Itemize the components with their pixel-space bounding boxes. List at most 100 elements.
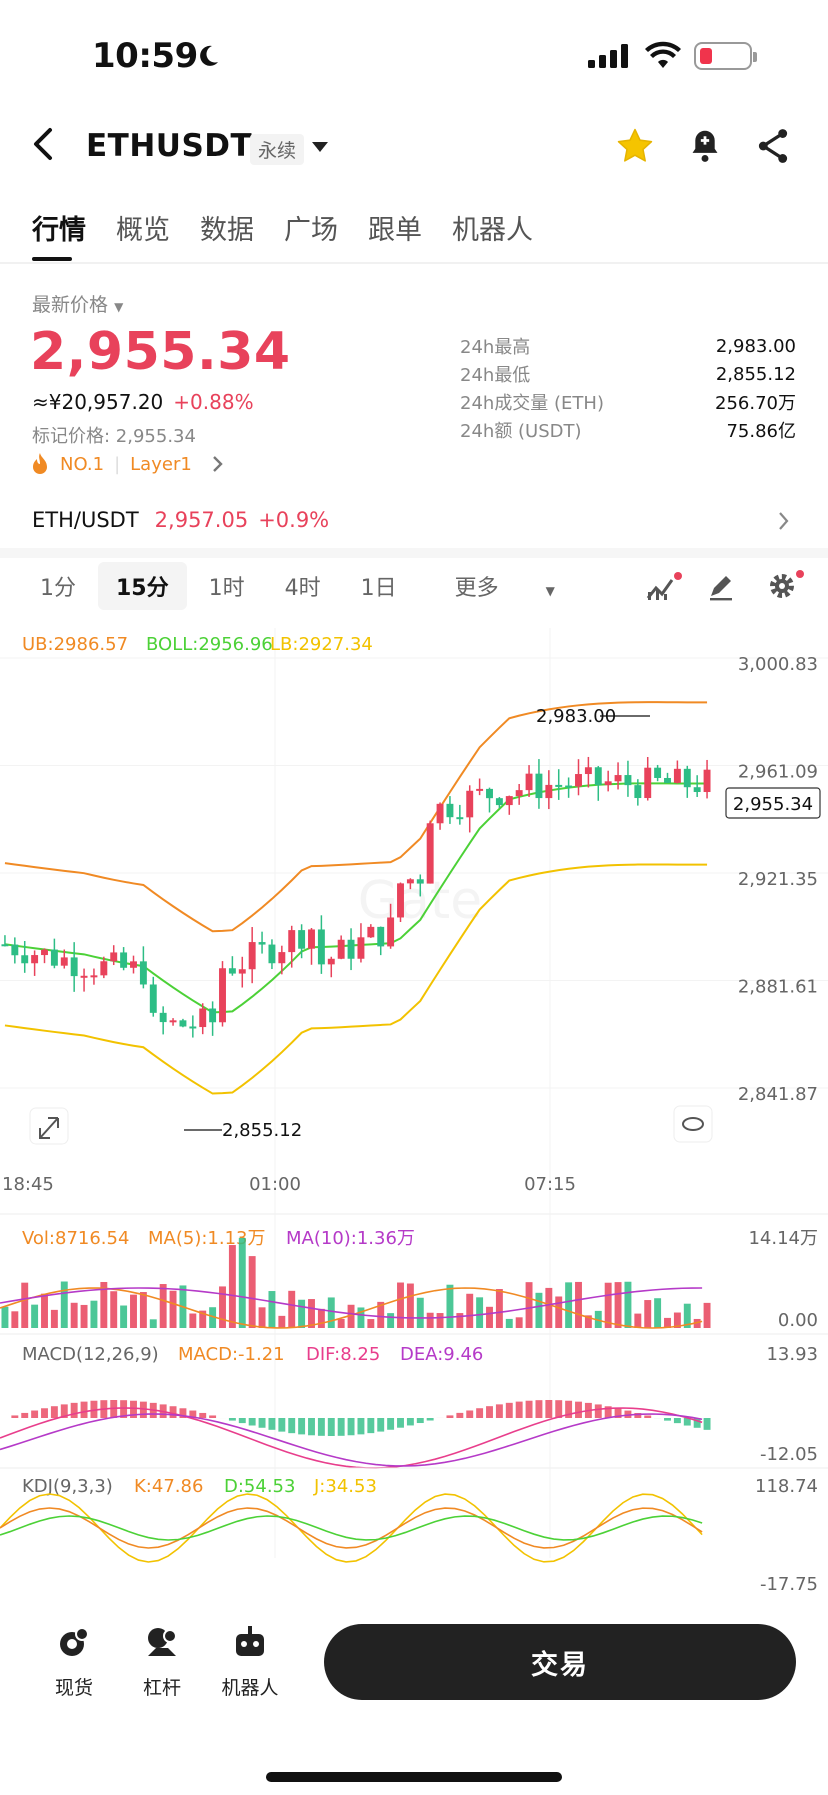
last-price-label[interactable]: 最新价格 ▼ <box>32 290 123 317</box>
nav-bot[interactable]: 机器人 <box>220 1624 280 1700</box>
volume-axis-label: 0.00 <box>778 1310 818 1331</box>
macd-bar <box>238 1418 246 1424</box>
volume-label: MA(10):1.36万 <box>286 1228 415 1249</box>
macd-bar <box>377 1418 385 1432</box>
time-axis-label: 18:45 <box>2 1174 54 1195</box>
candle-body <box>110 952 118 962</box>
macd-bar <box>11 1415 19 1418</box>
volume-bar <box>90 1300 98 1328</box>
boll-mid-line <box>4 782 708 1014</box>
price-axis-label: 2,961.09 <box>738 762 818 783</box>
chart-settings-gear-icon[interactable] <box>766 568 806 602</box>
favorite-star-icon[interactable] <box>616 128 654 164</box>
candle-body <box>1 944 9 947</box>
symbol-dropdown-caret-icon[interactable] <box>312 142 328 152</box>
volume-bar <box>436 1313 444 1328</box>
candle-body <box>683 768 691 788</box>
candle-body <box>130 961 137 968</box>
volume-bar <box>60 1281 68 1328</box>
indicators-icon[interactable] <box>644 570 684 604</box>
spot-change: +0.9% <box>258 508 330 532</box>
candle-body <box>397 883 404 918</box>
macd-label: DEA:9.46 <box>400 1344 483 1365</box>
macd-bar <box>209 1415 217 1418</box>
last-price-label-text: 最新价格 <box>32 294 109 316</box>
tab-square[interactable]: 广场 <box>284 215 338 246</box>
tab-copy-trading[interactable]: 跟单 <box>368 215 422 246</box>
macd-bar <box>476 1408 484 1418</box>
nav-margin[interactable]: 杠杆 <box>138 1624 186 1700</box>
macd-label: DIF:8.25 <box>306 1344 380 1365</box>
candle-body <box>11 944 19 956</box>
candle-body <box>367 926 375 938</box>
macd-bar <box>317 1418 325 1436</box>
volume-bar <box>337 1319 345 1328</box>
candle-body <box>703 769 711 793</box>
macd-dea-line <box>0 1413 703 1467</box>
volume-bar <box>486 1306 493 1328</box>
candle-body <box>120 952 128 968</box>
symbol-title[interactable]: ETHUSDT <box>86 128 253 164</box>
back-arrow-icon[interactable] <box>28 126 58 162</box>
kdj-j-line <box>0 1493 703 1563</box>
volume-bar <box>41 1293 48 1328</box>
stat-volume: 24h成交量 (ETH) 256.70万 <box>460 388 796 416</box>
volume-bar <box>377 1301 385 1328</box>
stat-value: 256.70万 <box>715 393 796 414</box>
price-axis-label: 2,881.61 <box>738 977 818 998</box>
status-time: 10:59 <box>92 36 198 76</box>
macd-bar <box>228 1418 236 1421</box>
share-icon[interactable] <box>756 128 790 164</box>
nav-spot[interactable]: 现货 <box>50 1624 98 1700</box>
interval-1h[interactable]: 1时 <box>208 576 245 601</box>
interval-4h[interactable]: 4时 <box>284 576 321 601</box>
candle-body <box>317 929 325 965</box>
draw-tool-icon[interactable] <box>706 572 736 602</box>
macd-bar <box>347 1418 355 1436</box>
tab-data[interactable]: 数据 <box>200 215 254 246</box>
tab-overview[interactable]: 概览 <box>116 215 170 246</box>
candle-body <box>278 952 286 964</box>
kdj-d-line <box>0 1515 703 1541</box>
candle-body <box>228 968 236 974</box>
spot-pair-row[interactable]: ETH/USDT 2,957.05 +0.9% <box>32 508 329 532</box>
macd-bar <box>495 1404 503 1418</box>
change-percent: +0.88% <box>173 390 254 414</box>
candle-body <box>308 929 315 949</box>
candle-body <box>624 775 632 786</box>
time-axis-label: 07:15 <box>524 1174 576 1195</box>
tabs-divider <box>0 262 828 264</box>
interval-more[interactable]: 更多 ▼ <box>419 562 595 610</box>
macd-bar <box>50 1406 58 1418</box>
macd-bar <box>693 1418 701 1428</box>
candle-body <box>466 790 474 818</box>
price-alert-bell-icon[interactable] <box>688 128 722 164</box>
boll-label: LB:2927.34 <box>270 634 373 655</box>
nav-margin-label: 杠杆 <box>142 1677 181 1699</box>
interval-1d[interactable]: 1日 <box>360 576 397 601</box>
volume-bar <box>446 1284 454 1328</box>
stat-label: 24h最高 <box>460 337 531 358</box>
spot-icon <box>60 1627 89 1656</box>
volume-bar <box>505 1318 513 1328</box>
chevron-right-icon[interactable] <box>776 510 792 532</box>
robot-icon <box>236 1626 264 1656</box>
caret-down-icon: ▼ <box>545 584 555 598</box>
tab-market[interactable]: 行情 <box>32 215 86 246</box>
rank-tags[interactable]: NO.1 | Layer1 <box>30 452 226 476</box>
macd-bar <box>139 1401 147 1418</box>
volume-bar <box>288 1290 296 1328</box>
interval-15m[interactable]: 15分 <box>98 562 187 610</box>
volume-bar <box>228 1245 236 1328</box>
candle-body <box>347 939 355 959</box>
volume-bar <box>584 1315 592 1328</box>
candle-body <box>535 773 543 799</box>
interval-1m[interactable]: 1分 <box>40 576 76 601</box>
tab-bots[interactable]: 机器人 <box>452 215 533 246</box>
macd-bar <box>515 1401 523 1418</box>
cny-price: ≈¥20,957.20 <box>32 390 164 414</box>
battery-icon <box>694 42 757 70</box>
trade-button[interactable]: 交易 <box>324 1624 796 1700</box>
macd-bar <box>604 1406 612 1418</box>
